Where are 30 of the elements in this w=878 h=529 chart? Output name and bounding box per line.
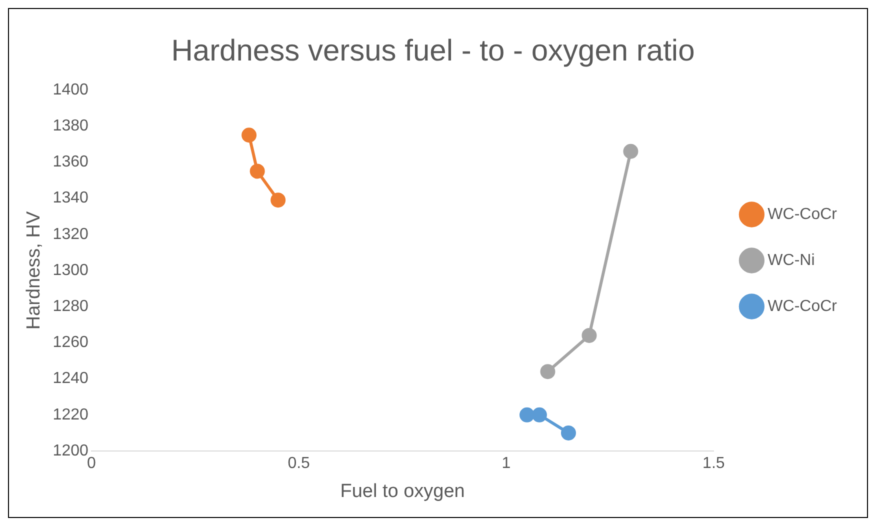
y-tick-label: 1280 [52, 298, 88, 316]
legend-label: WC-CoCr [768, 206, 838, 223]
point [270, 192, 286, 208]
legend-label: WC-CoCr [768, 298, 838, 315]
y-tick-label: 1200 [52, 442, 88, 460]
point [623, 144, 638, 159]
x-tick-label: 0.5 [288, 455, 310, 472]
point [532, 407, 547, 422]
y-tick-label: 1380 [52, 118, 88, 135]
y-tick-label: 1300 [52, 262, 88, 279]
y-tick-label: 1220 [52, 406, 88, 424]
y-tick-label: 1240 [52, 370, 88, 388]
point [560, 425, 576, 440]
x-tick-label: 0 [86, 455, 96, 472]
point [519, 407, 534, 422]
point [250, 164, 265, 179]
point [242, 128, 257, 143]
chart-title: Hardness versus fuel - to - oxygen ratio [171, 34, 695, 68]
x-tick-label: 1 [502, 455, 511, 472]
x-axis-title: Fuel to oxygen [340, 480, 465, 502]
y-tick-label: 1360 [52, 154, 88, 171]
x-tick-label: 1.5 [702, 455, 725, 472]
point [540, 364, 556, 380]
y-tick-label: 1320 [52, 226, 88, 243]
point [582, 328, 597, 343]
y-axis-title: Hardness, HV [24, 211, 45, 330]
y-tick-label: 1260 [52, 334, 88, 352]
y-tick-label: 1340 [52, 190, 88, 207]
legend-label: WC-Ni [768, 252, 815, 269]
y-tick-label: 1400 [52, 81, 88, 98]
